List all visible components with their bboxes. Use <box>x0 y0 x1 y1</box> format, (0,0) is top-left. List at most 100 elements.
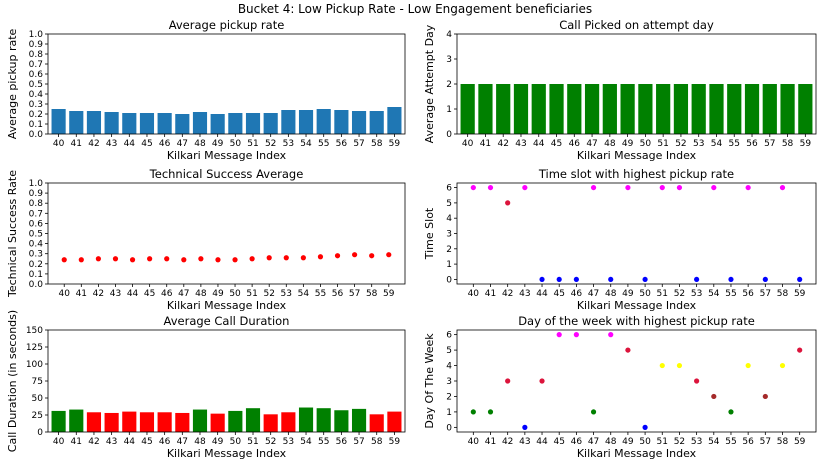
dow-ytick-label: 1 <box>446 408 452 418</box>
attempt-bar <box>744 84 760 134</box>
dow-xtick-label: 55 <box>725 437 736 447</box>
timeslot-xtick-label: 47 <box>588 289 599 299</box>
timeslot-point <box>608 276 614 283</box>
duration-ylabel: Call Duration (in seconds) <box>6 310 19 452</box>
timeslot-point <box>762 276 768 283</box>
duration-xtick-label: 40 <box>53 437 65 447</box>
duration-axes-frame <box>47 329 406 433</box>
pickup-bar <box>192 112 208 134</box>
attempt-bar <box>531 84 546 134</box>
attempt-bar <box>460 84 475 134</box>
dow-xtick-label: 49 <box>622 437 634 447</box>
timeslot-point <box>470 184 476 191</box>
timeslot-xtick-label: 48 <box>605 289 617 299</box>
duration-bar <box>281 412 296 432</box>
pickup-xtick-label: 40 <box>53 139 65 149</box>
duration-xlabel: Kilkari Message Index <box>167 447 287 460</box>
pickup-xtick-label: 56 <box>336 139 348 149</box>
attempt-xtick-label: 47 <box>586 139 597 149</box>
tech-point <box>352 252 358 258</box>
timeslot-ytick-label: 0 <box>446 275 452 285</box>
dow-xtick-label: 41 <box>485 437 496 447</box>
duration-bar <box>298 407 314 432</box>
tech-axes-frame <box>47 182 406 285</box>
duration-bar <box>351 408 367 432</box>
attempt-bar <box>709 84 724 134</box>
timeslot-point <box>590 184 597 191</box>
attempt-bar <box>567 84 582 134</box>
tech-ytick-label: 0.4 <box>29 240 44 250</box>
tech-xtick-label: 43 <box>110 289 121 299</box>
dow-ytick-label: 6 <box>446 331 452 341</box>
timeslot-ytick-label: 6 <box>446 184 452 194</box>
duration-xtick-label: 48 <box>194 437 206 447</box>
timeslot-title: Time slot with highest pickup rate <box>538 167 734 181</box>
pickup-title: Average pickup rate <box>169 18 285 32</box>
attempt-bar <box>513 84 529 134</box>
tech-ytick-label: 0.8 <box>29 199 44 209</box>
pickup-xtick-label: 44 <box>124 139 136 149</box>
timeslot-ytick-label: 5 <box>446 199 452 209</box>
dow-xtick-label: 40 <box>468 437 480 447</box>
attempt-bar <box>496 84 511 134</box>
duration-xtick-label: 41 <box>71 437 82 447</box>
duration-xtick-label: 46 <box>159 437 171 447</box>
duration-xtick-label: 42 <box>88 437 99 447</box>
pickup-xtick-label: 51 <box>247 139 258 149</box>
attempt-bar <box>780 84 795 134</box>
duration-ytick-label: 75 <box>32 377 43 387</box>
tech-point <box>78 257 84 263</box>
tech-point <box>283 255 289 261</box>
pickup-xtick-label: 53 <box>283 139 294 149</box>
duration-xtick-label: 52 <box>265 437 276 447</box>
dow-point <box>711 393 717 400</box>
timeslot-ylabel: Time Slot <box>423 207 436 260</box>
attempt-xtick-label: 56 <box>746 139 758 149</box>
timeslot-axes-frame <box>456 182 817 285</box>
timeslot-xtick-label: 50 <box>639 289 651 299</box>
tech-xtick-label: 58 <box>366 289 378 299</box>
tech-point <box>386 252 392 258</box>
timeslot-xlabel: Kilkari Message Index <box>577 299 697 312</box>
duration-bar <box>51 410 66 432</box>
attempt-xtick-label: 41 <box>480 139 491 149</box>
timeslot-point <box>728 276 734 283</box>
pickup-bar <box>122 113 137 134</box>
pickup-xtick-label: 59 <box>389 139 401 149</box>
dow-point <box>608 332 614 338</box>
timeslot-xtick-label: 43 <box>519 289 530 299</box>
timeslot-point <box>573 276 579 283</box>
tech-ytick-label: 0.0 <box>29 280 44 290</box>
tech-xtick-label: 52 <box>263 289 274 299</box>
tech-xtick-label: 59 <box>383 289 395 299</box>
duration-xtick-label: 56 <box>336 437 348 447</box>
pickup-xtick-label: 47 <box>177 139 188 149</box>
dow-xtick-label: 58 <box>777 437 789 447</box>
dow-ytick-label: 4 <box>446 362 452 372</box>
dow-xtick-label: 47 <box>588 437 599 447</box>
attempt-xtick-label: 43 <box>515 139 526 149</box>
pickup-ytick-label: 1.0 <box>29 30 44 40</box>
duration-bar <box>245 408 261 432</box>
timeslot-ytick-label: 3 <box>446 230 452 240</box>
duration-xtick-label: 49 <box>212 437 224 447</box>
chart-tech: 0.00.10.20.30.40.50.60.70.80.91.0 40 41 42 4… <box>6 167 406 312</box>
duration-bar <box>157 412 172 432</box>
pickup-xtick-label: 43 <box>106 139 117 149</box>
attempt-xtick-label: 51 <box>657 139 668 149</box>
duration-xtick-label: 47 <box>177 437 188 447</box>
duration-bar <box>228 410 243 432</box>
timeslot-xtick-label: 51 <box>657 289 668 299</box>
duration-xtick-label: 55 <box>318 437 329 447</box>
dow-xtick-label: 46 <box>571 437 583 447</box>
attempt-ylabel: Average Attempt Day <box>423 24 436 143</box>
duration-bar <box>192 409 208 432</box>
tech-point <box>249 256 255 262</box>
dow-point <box>694 378 700 384</box>
attempt-bar <box>762 84 777 134</box>
attempt-bar <box>691 84 706 134</box>
dow-point <box>728 409 734 415</box>
tech-xtick-label: 41 <box>76 289 87 299</box>
pickup-ytick-label: 0.6 <box>29 70 44 80</box>
